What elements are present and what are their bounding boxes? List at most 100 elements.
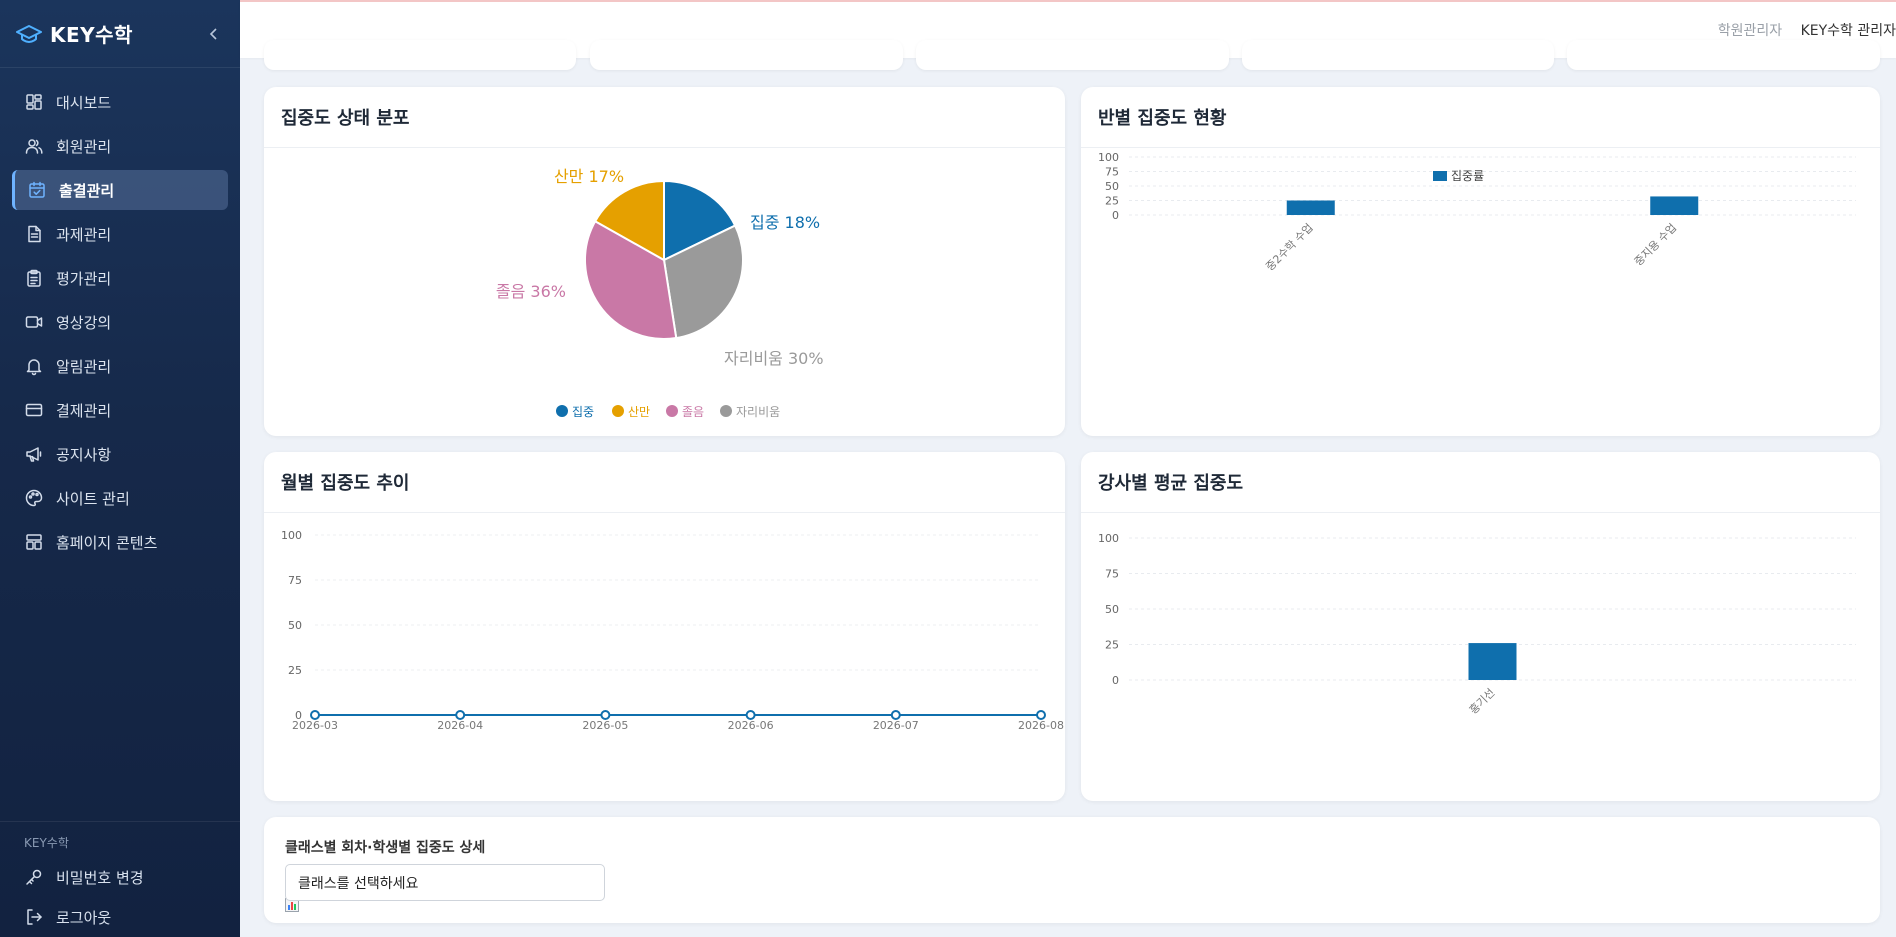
sidebar-item-document[interactable]: 과제관리 <box>12 214 228 254</box>
change-password-button[interactable]: 비밀번호 변경 <box>0 857 240 897</box>
legend-marker <box>556 405 568 417</box>
logout-button[interactable]: 로그아웃 <box>0 897 240 937</box>
teacher-focus-bar-chart: 0 25 50 75 100 홍기선 <box>1098 532 1856 717</box>
layout-icon <box>26 534 42 550</box>
sidebar-item-card[interactable]: 결제관리 <box>12 390 228 430</box>
sidebar-item-label: 대시보드 <box>56 93 112 112</box>
legend-label: 자리비움 <box>736 405 780 419</box>
sidebar-item-label: 출결관리 <box>59 181 115 200</box>
sidebar-item-label: 홈페이지 콘텐츠 <box>56 533 158 552</box>
y-tick-label: 0 <box>295 709 302 722</box>
palette-icon <box>25 489 43 507</box>
y-tick-label: 100 <box>1098 151 1119 164</box>
sidebar-item-dashboard[interactable]: 대시보드 <box>12 82 228 122</box>
footer-item-label: 비밀번호 변경 <box>56 868 144 887</box>
sidebar-item-clipboard[interactable]: 평가관리 <box>12 258 228 298</box>
user-name[interactable]: KEY수학 관리자 <box>1800 23 1896 39</box>
collapse-sidebar-button[interactable] <box>204 24 224 44</box>
data-point <box>455 710 466 720</box>
y-tick-label: 0 <box>1112 209 1119 222</box>
focus-distribution-pie-chart: 집중 18% 산만 17% 졸음 36% 자리비움 30% 집중 산만 졸음 자리비움 <box>496 167 824 419</box>
monthly-trend-card: 월별 집중도 추이 0 25 50 75 100 2026-03 2026-04 2026-0… <box>264 452 1065 801</box>
sidebar-item-label: 결제관리 <box>56 401 112 420</box>
stat-card <box>264 40 576 70</box>
sidebar-item-video[interactable]: 영상강의 <box>12 302 228 342</box>
x-tick-label: 2026-08 <box>1018 719 1064 732</box>
legend-label: 산만 <box>628 405 650 419</box>
footer-caption: KEY수학 <box>24 836 69 850</box>
y-tick-label: 100 <box>1098 532 1119 545</box>
sidebar-item-label: 영상강의 <box>56 313 112 332</box>
chevron-left-icon <box>209 27 217 40</box>
sidebar-item-users[interactable]: 회원관리 <box>12 126 228 166</box>
legend-marker <box>612 405 624 417</box>
pie-slice <box>593 179 665 262</box>
data-point <box>890 710 901 720</box>
megaphone-icon <box>26 447 42 462</box>
sidebar-item-label: 알림관리 <box>56 357 112 376</box>
sidebar-item-palette[interactable]: 사이트 관리 <box>12 478 228 518</box>
pie-slice <box>663 179 737 262</box>
legend-marker <box>720 405 732 417</box>
x-tick-label: 중2수학 수업 <box>1263 221 1315 273</box>
detail-card: 클래스별 회차·학생별 집중도 상세 클래스를 선택하세요 <box>264 817 1880 923</box>
legend-marker <box>1433 171 1447 181</box>
y-tick-label: 75 <box>1105 568 1119 581</box>
y-tick-label: 75 <box>288 574 302 587</box>
stat-card <box>1567 40 1880 70</box>
header-user-area: 학원관리자 KEY수학 관리자 <box>1718 20 1896 40</box>
sidebar-item-label: 사이트 관리 <box>56 489 130 508</box>
x-tick-label: 중지용 수업 <box>1632 221 1679 268</box>
monthly-trend-line-chart: 0 25 50 75 100 2026-03 2026-04 2026-05 2026-06 20… <box>281 529 1064 732</box>
legend-label: 집중 <box>572 405 594 419</box>
pie-data-label: 집중 18% <box>750 213 820 232</box>
sidebar-item-calendar-check[interactable]: 출결관리 <box>12 170 228 210</box>
y-tick-label: 25 <box>1105 639 1119 652</box>
bar <box>1468 643 1517 680</box>
sidebar-item-label: 과제관리 <box>56 225 112 244</box>
bell-icon <box>26 359 42 376</box>
brand: KEY수학 <box>0 0 240 68</box>
sidebar-item-megaphone[interactable]: 공지사항 <box>12 434 228 474</box>
sidebar-item-layout[interactable]: 홈페이지 콘텐츠 <box>12 522 228 562</box>
teacher-focus-card: 강사별 평균 집중도 0 25 50 75 100 홍기선 <box>1081 452 1880 801</box>
clipboard-icon <box>27 269 41 287</box>
class-focus-card: 반별 집중도 현황 0 25 50 75 100 중2수학 수업 중지용 수업 집중률 <box>1081 87 1880 436</box>
pie-slice <box>584 219 678 340</box>
sidebar-item-bell[interactable]: 알림관리 <box>12 346 228 386</box>
class-select[interactable]: 클래스를 선택하세요 <box>285 864 605 901</box>
x-tick-label: 2026-04 <box>437 719 483 732</box>
data-point <box>310 710 320 720</box>
sidebar-item-label: 회원관리 <box>56 137 112 156</box>
class-select-value: 클래스를 선택하세요 <box>298 875 419 892</box>
document-icon <box>28 225 41 243</box>
x-tick-label: 홍기선 <box>1466 685 1497 716</box>
y-tick-label: 25 <box>288 664 302 677</box>
data-point <box>745 710 756 720</box>
card-icon <box>25 403 43 417</box>
sidebar-item-label: 공지사항 <box>56 445 112 464</box>
y-tick-label: 50 <box>288 619 302 632</box>
legend-label: 집중률 <box>1451 169 1484 183</box>
pie-data-label: 산만 17% <box>554 167 624 186</box>
sidebar-item-label: 평가관리 <box>56 269 112 288</box>
x-tick-label: 2026-07 <box>873 719 919 732</box>
graduation-cap-icon <box>16 24 42 43</box>
pie-data-label: 졸음 36% <box>496 282 566 301</box>
stat-card <box>590 40 903 70</box>
dashboard-icon <box>26 94 42 110</box>
brand-name: KEY수학 <box>50 23 133 47</box>
detail-title: 클래스별 회차·학생별 집중도 상세 <box>285 837 485 912</box>
pie-slice <box>662 224 744 340</box>
key-icon <box>26 869 42 885</box>
y-tick-label: 25 <box>1105 195 1119 208</box>
user-role: 학원관리자 <box>1717 23 1783 39</box>
calendar-check-icon <box>29 181 45 198</box>
pie-data-label: 자리비움 30% <box>724 349 824 368</box>
x-tick-label: 2026-06 <box>728 719 774 732</box>
legend-marker <box>666 405 678 417</box>
